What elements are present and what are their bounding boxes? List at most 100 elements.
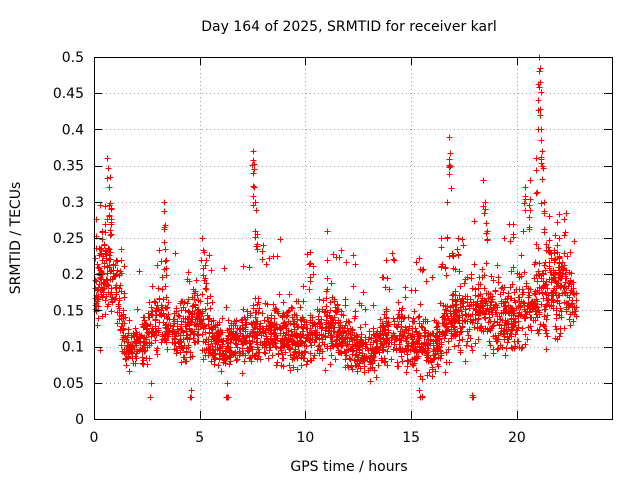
data-point bbox=[199, 291, 206, 298]
data-point bbox=[543, 346, 550, 353]
data-point bbox=[219, 329, 226, 336]
data-point bbox=[402, 294, 409, 301]
y-tick-label: 0.05 bbox=[53, 376, 84, 392]
data-point bbox=[535, 245, 542, 252]
data-point bbox=[527, 207, 534, 214]
data-point bbox=[370, 348, 377, 355]
data-point bbox=[264, 301, 271, 308]
data-point bbox=[231, 350, 238, 357]
data-point bbox=[561, 299, 568, 306]
data-point bbox=[520, 228, 527, 235]
data-point bbox=[556, 312, 563, 319]
data-point bbox=[182, 358, 189, 365]
data-point bbox=[524, 336, 531, 343]
data-point bbox=[449, 250, 456, 257]
data-point bbox=[472, 316, 479, 323]
data-point bbox=[139, 321, 146, 328]
data-point bbox=[417, 301, 424, 308]
data-point bbox=[345, 346, 352, 353]
data-point bbox=[472, 340, 479, 347]
data-point bbox=[221, 265, 228, 272]
data-point bbox=[172, 340, 179, 347]
data-point bbox=[449, 296, 456, 303]
data-point bbox=[533, 190, 540, 197]
data-point bbox=[570, 318, 577, 325]
data-point bbox=[545, 244, 552, 251]
data-point bbox=[557, 330, 564, 337]
data-point bbox=[106, 184, 113, 191]
data-point bbox=[554, 219, 561, 226]
data-point bbox=[146, 339, 153, 346]
data-point bbox=[126, 317, 133, 324]
data-point bbox=[410, 339, 417, 346]
data-point bbox=[538, 137, 545, 144]
data-point bbox=[226, 361, 233, 368]
data-point bbox=[455, 252, 462, 259]
data-point bbox=[409, 325, 416, 332]
data-point bbox=[557, 284, 564, 291]
data-point bbox=[538, 200, 545, 207]
data-point bbox=[319, 348, 326, 355]
data-point bbox=[531, 290, 538, 297]
data-point bbox=[270, 301, 277, 308]
data-point bbox=[104, 270, 111, 277]
data-point bbox=[561, 216, 568, 223]
data-point bbox=[539, 290, 546, 297]
data-point bbox=[342, 364, 349, 371]
data-point bbox=[175, 330, 182, 337]
data-point bbox=[192, 339, 199, 346]
data-point bbox=[241, 314, 248, 321]
data-point bbox=[444, 234, 451, 241]
data-point bbox=[395, 299, 402, 306]
data-point bbox=[382, 358, 389, 365]
data-point bbox=[161, 239, 168, 246]
data-point bbox=[424, 342, 431, 349]
data-point bbox=[173, 345, 180, 352]
data-point bbox=[556, 235, 563, 242]
data-point bbox=[124, 346, 131, 353]
data-point bbox=[300, 298, 307, 305]
data-points-layer bbox=[92, 54, 580, 401]
data-point bbox=[240, 350, 247, 357]
data-point bbox=[503, 345, 510, 352]
data-point bbox=[538, 126, 545, 133]
data-point bbox=[538, 156, 545, 163]
data-point bbox=[343, 330, 350, 337]
data-point bbox=[244, 332, 251, 339]
data-point bbox=[284, 337, 291, 344]
data-point bbox=[247, 344, 254, 351]
data-point bbox=[306, 286, 313, 293]
data-point bbox=[544, 333, 551, 340]
data-point bbox=[148, 380, 155, 387]
data-point bbox=[479, 266, 486, 273]
data-point bbox=[423, 339, 430, 346]
data-point bbox=[370, 325, 377, 332]
data-point bbox=[551, 247, 558, 254]
data-point bbox=[374, 345, 381, 352]
data-point bbox=[263, 335, 270, 342]
data-point bbox=[459, 236, 466, 243]
data-point bbox=[554, 336, 561, 343]
data-point bbox=[527, 196, 534, 203]
data-point bbox=[367, 378, 374, 385]
data-point bbox=[433, 342, 440, 349]
data-point bbox=[438, 339, 445, 346]
data-point bbox=[99, 228, 106, 235]
data-point bbox=[386, 286, 393, 293]
data-point bbox=[176, 313, 183, 320]
data-point bbox=[508, 344, 515, 351]
data-point bbox=[265, 318, 272, 325]
data-point bbox=[226, 326, 233, 333]
data-point bbox=[510, 316, 517, 323]
data-point bbox=[461, 317, 468, 324]
data-point bbox=[446, 253, 453, 260]
data-point bbox=[544, 285, 551, 292]
data-point bbox=[438, 352, 445, 359]
data-point bbox=[102, 221, 109, 228]
data-point bbox=[384, 362, 391, 369]
data-point bbox=[96, 245, 103, 252]
data-point bbox=[349, 329, 356, 336]
x-tick-label: 0 bbox=[90, 430, 99, 446]
data-point bbox=[543, 316, 550, 323]
